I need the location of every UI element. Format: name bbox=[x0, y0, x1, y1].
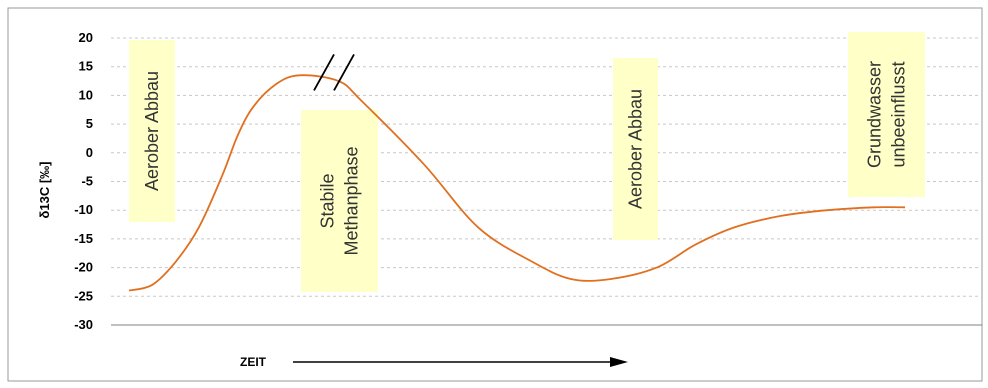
y-tick-label: -10 bbox=[74, 202, 93, 217]
phase-annotation: Aerober Abbau bbox=[129, 40, 175, 222]
axis-break bbox=[313, 54, 355, 91]
x-axis-label: ZEIT bbox=[240, 355, 267, 369]
y-tick-label: -5 bbox=[81, 174, 93, 189]
time-arrow-head bbox=[610, 357, 628, 367]
y-axis-label: δ13C [‰] bbox=[37, 161, 52, 218]
series-layer bbox=[128, 74, 906, 292]
phase-box bbox=[301, 110, 378, 292]
y-tick-label: 10 bbox=[79, 87, 93, 102]
y-tick-label: 0 bbox=[86, 145, 93, 160]
y-tick-label: -25 bbox=[74, 288, 93, 303]
phase-label: Methanphase bbox=[342, 146, 362, 255]
phase-box bbox=[848, 32, 925, 197]
y-tick-label: -20 bbox=[74, 260, 93, 275]
series-line bbox=[128, 74, 906, 292]
phase-label: unbeeinflusst bbox=[889, 61, 909, 167]
y-tick-label: -15 bbox=[74, 231, 93, 246]
grid bbox=[111, 37, 982, 297]
break-mark bbox=[333, 54, 355, 91]
phase-annotation: Grundwasser unbeeinflusst bbox=[848, 32, 925, 197]
phase-annotation: Stabile Methanphase bbox=[301, 110, 378, 292]
y-axis-ticks: 20 15 10 5 0 -5 -10 -15 -20 -25 -30 bbox=[74, 30, 93, 332]
phase-box bbox=[613, 58, 658, 240]
phase-annotation: Aerober Abbau bbox=[613, 58, 658, 240]
phase-label: Grundwasser bbox=[865, 61, 885, 168]
phase-label: Stabile bbox=[318, 173, 338, 228]
y-tick-label: 20 bbox=[79, 30, 93, 45]
y-tick-label: 5 bbox=[86, 116, 93, 131]
phase-label: Aerober Abbau bbox=[626, 89, 646, 209]
y-tick-label: 15 bbox=[79, 59, 93, 74]
phase-box bbox=[129, 40, 175, 222]
y-tick-label: -30 bbox=[74, 317, 93, 332]
break-mark bbox=[313, 54, 335, 91]
phase-label: Aerober Abbau bbox=[142, 71, 162, 191]
phase-annotations: Aerober Abbau Stabile Methanphase Aerober A… bbox=[129, 32, 925, 292]
